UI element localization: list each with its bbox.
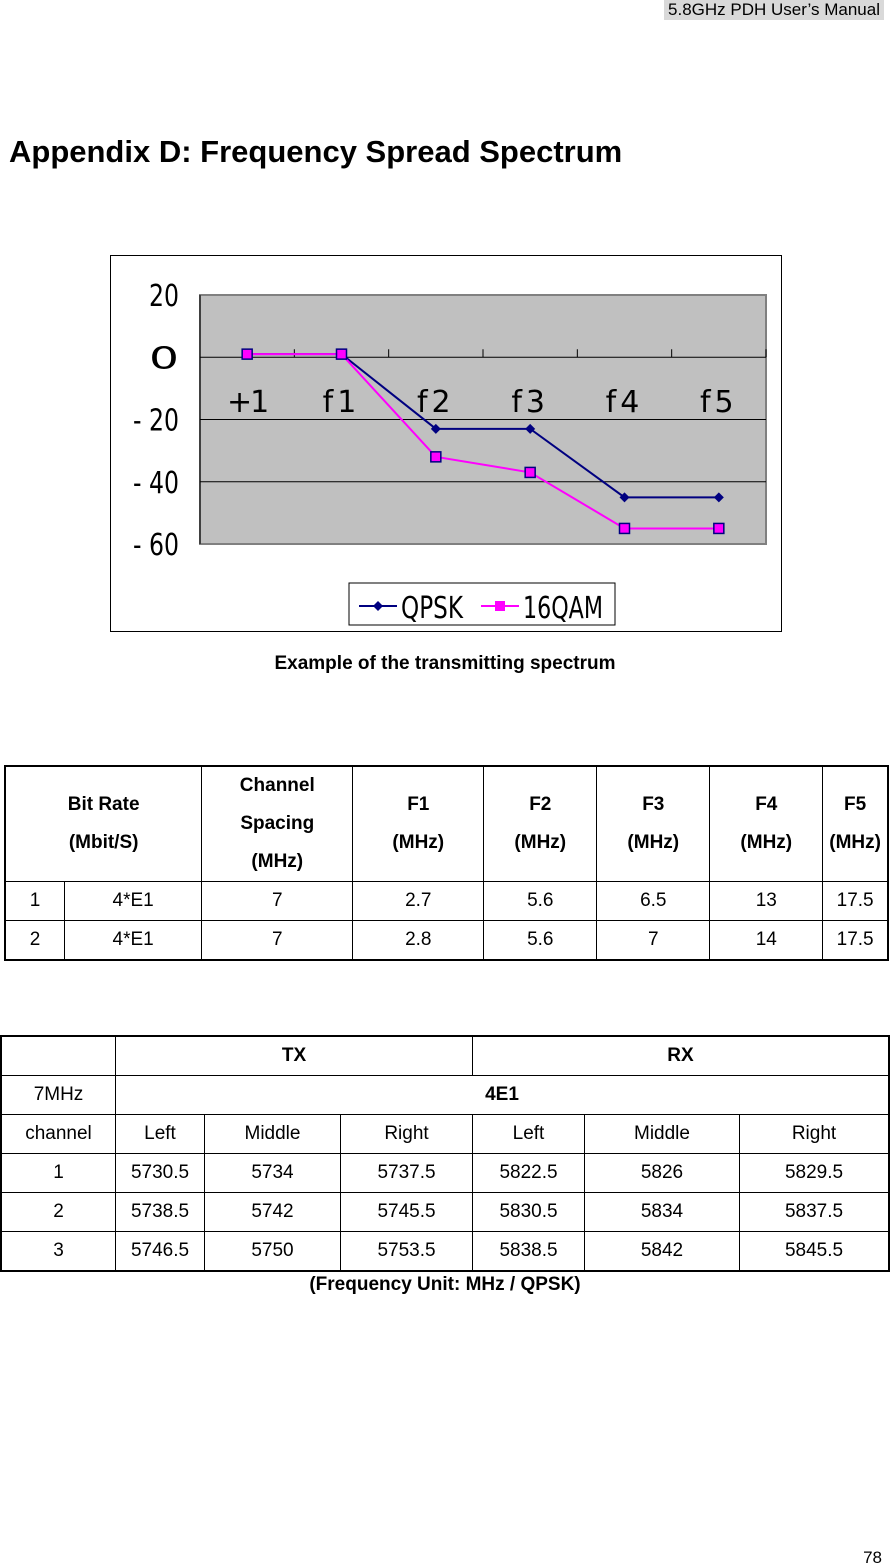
cell: 2.7 (352, 881, 485, 921)
cell: 5837.5 (739, 1192, 890, 1232)
y-tick-label: - 60 (133, 528, 179, 563)
cell: 5737.5 (340, 1153, 473, 1193)
cell: 2 (4, 920, 65, 961)
cell: 17.5 (822, 881, 889, 921)
table-caption: (Frequency Unit: MHz / QPSK) (309, 1274, 581, 1295)
data-point (713, 492, 724, 503)
chart-svg: 20 0 - 20 - 40 - 60 +1 f1 f2 f3 f4 f5 QPSK 16QAM (133, 279, 767, 626)
header-f2: F2 (MHz) (483, 765, 598, 882)
page-title: Appendix D: Frequency Spread Spectrum (9, 134, 623, 169)
data-point (241, 348, 253, 360)
sub-header: Middle (204, 1114, 341, 1154)
cell: 1 (0, 1153, 116, 1193)
cell: 13 (709, 881, 824, 921)
cell: 5822.5 (472, 1153, 585, 1193)
y-tick-label: - 20 (133, 404, 179, 439)
data-point (619, 492, 630, 503)
header-channel-spacing: Channel Spacing (MHz) (201, 765, 354, 882)
series-line-16QAM (247, 353, 719, 530)
cell: 5.6 (483, 920, 598, 961)
header-f4: F4 (MHz) (709, 765, 824, 882)
cell: 5746.5 (115, 1231, 205, 1272)
sub-header: Left (115, 1114, 205, 1154)
data-point (618, 522, 631, 535)
cell: 5842 (584, 1231, 740, 1272)
cell: 14 (709, 920, 824, 961)
cell: 7 (596, 920, 711, 961)
legend-label: 16QAM (523, 591, 603, 626)
cell: 5734 (204, 1153, 341, 1193)
header-bit-rate: Bit Rate (Mbit/S) (4, 765, 203, 882)
legend (348, 582, 616, 626)
mode-label: 4E1 (115, 1075, 890, 1115)
cell: 5753.5 (340, 1231, 473, 1272)
cell: 5829.5 (739, 1153, 890, 1193)
data-point (524, 466, 536, 479)
header-f1: F1 (MHz) (352, 765, 485, 882)
data-point (525, 423, 536, 434)
cell: 6.5 (596, 881, 711, 921)
cell: 5738.5 (115, 1192, 205, 1232)
frequency-table: Bit Rate (Mbit/S) Channel Spacing (MHz) … (4, 765, 889, 961)
sub-header: channel (0, 1114, 116, 1154)
x-tick-label: f5 (700, 385, 738, 420)
sub-header: Right (340, 1114, 473, 1154)
y-tick-label: 0 (149, 341, 179, 376)
page-number: 78 (863, 1548, 882, 1567)
cell: 5750 (204, 1231, 341, 1272)
x-tick-label: f3 (511, 385, 549, 420)
channel-table: TX RX 7MHz 4E1 channel Left Middle Right… (0, 1035, 890, 1272)
cell: 5838.5 (472, 1231, 585, 1272)
legend-marker (373, 601, 383, 611)
cell: 4*E1 (63, 920, 203, 961)
table-row: 1 5730.5 5734 5737.5 5822.5 5826 5829.5 (0, 1153, 890, 1193)
cell: 7 (201, 881, 354, 921)
bandwidth-label: 7MHz (0, 1075, 116, 1115)
data-point (430, 451, 442, 463)
chart-caption: Example of the transmitting spectrum (274, 653, 616, 674)
chart: 20 0 - 20 - 40 - 60 +1 f1 f2 f3 f4 f5 QPSK 16QAM (110, 255, 782, 632)
cell: 5834 (584, 1192, 740, 1232)
x-tick-label: f2 (417, 385, 455, 420)
header-rx: RX (472, 1035, 890, 1076)
cell: 5826 (584, 1153, 740, 1193)
legend-marker (495, 601, 505, 611)
x-tick-label: +1 (227, 385, 267, 420)
cell: 5742 (204, 1192, 341, 1232)
running-header: 5.8GHz PDH User’s Manual (664, 0, 884, 20)
x-tick-label: f4 (606, 385, 644, 420)
cell: 2 (0, 1192, 116, 1232)
header-f3: F3 (MHz) (596, 765, 711, 882)
cell: 4*E1 (63, 881, 203, 921)
y-tick-label: - 40 (133, 466, 179, 501)
cell: 5730.5 (115, 1153, 205, 1193)
cell: 2.8 (352, 920, 485, 961)
header-f5: F5 (MHz) (822, 765, 889, 882)
table-row: 1 4*E1 7 2.7 5.6 6.5 13 17.5 (4, 881, 889, 921)
cell: 5830.5 (472, 1192, 585, 1232)
sub-header: Middle (584, 1114, 740, 1154)
table-row: 2 5738.5 5742 5745.5 5830.5 5834 5837.5 (0, 1192, 890, 1232)
data-point (430, 423, 441, 434)
header-tx: TX (115, 1035, 473, 1076)
x-tick-label: f1 (323, 385, 361, 420)
table-row: 3 5746.5 5750 5753.5 5838.5 5842 5845.5 (0, 1231, 890, 1272)
cell: 1 (4, 881, 65, 921)
empty-cell (0, 1035, 116, 1076)
cell: 5.6 (483, 881, 598, 921)
table-row: 2 4*E1 7 2.8 5.6 7 14 17.5 (4, 920, 889, 961)
data-point (335, 348, 348, 360)
sub-header: Right (739, 1114, 890, 1154)
sub-header: Left (472, 1114, 585, 1154)
data-point (713, 522, 725, 535)
cell: 5745.5 (340, 1192, 473, 1232)
cell: 7 (201, 920, 354, 961)
legend-label: QPSK (401, 591, 464, 626)
y-tick-label: 20 (149, 279, 179, 314)
cell: 17.5 (822, 920, 889, 961)
cell: 3 (0, 1231, 116, 1272)
cell: 5845.5 (739, 1231, 890, 1272)
